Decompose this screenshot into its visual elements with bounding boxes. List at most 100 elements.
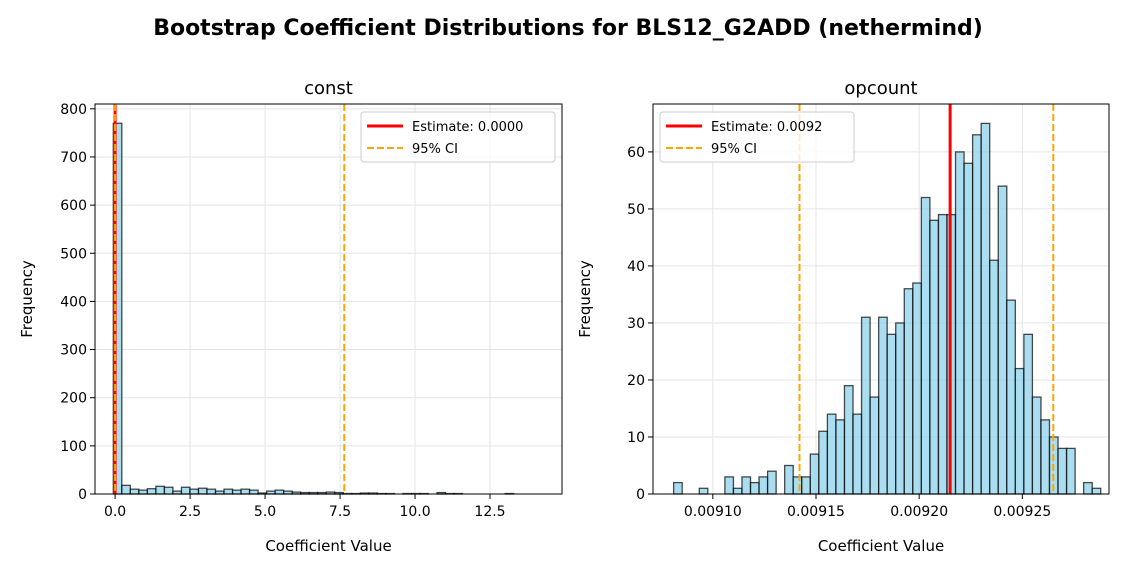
histogram-bar	[180, 486, 191, 495]
histogram-bar	[758, 476, 769, 495]
histogram-bar	[138, 489, 149, 495]
histogram-bar	[223, 488, 234, 495]
histogram-bar	[155, 485, 166, 495]
x-tick-label: 2.5	[179, 504, 201, 520]
histogram-bar	[1040, 419, 1051, 495]
legend-ci-label: 95% CI	[412, 142, 458, 157]
histogram-bar	[801, 476, 811, 495]
y-tick-label: 300	[60, 343, 87, 359]
histogram-bar	[903, 288, 914, 495]
x-axis-label: Coefficient Value	[265, 537, 391, 555]
x-tick-label: 0.00920	[890, 504, 948, 520]
histogram-bar	[818, 430, 829, 495]
axes-frame	[94, 103, 563, 495]
histogram-bar	[1023, 333, 1034, 495]
histogram-bar	[146, 488, 157, 495]
legend-box	[659, 111, 855, 163]
histogram-bar	[784, 464, 794, 495]
histogram-bar	[997, 185, 1008, 495]
y-tick-label: 800	[60, 102, 87, 118]
histogram-bar	[843, 385, 854, 495]
y-tick-label: 500	[60, 246, 87, 262]
figure-title: Bootstrap Coefficient Distributions for …	[153, 16, 983, 41]
subplot-title: opcount	[844, 78, 917, 99]
y-tick-label: 700	[60, 150, 87, 166]
y-tick-label: 40	[627, 259, 645, 275]
histogram-bar	[869, 396, 880, 495]
subplot-const: 0.0 2.5 5.0 7.5 10.0 12.5 0 100 200 300 400 500 600 7…	[18, 78, 563, 555]
legend-estimate-label: Estimate: 0.0092	[711, 120, 822, 135]
y-tick-label: 30	[627, 316, 645, 332]
y-tick-label: 600	[60, 198, 87, 214]
histogram-bar	[980, 122, 991, 495]
histogram-bar	[809, 453, 820, 495]
histogram-bar	[1006, 299, 1016, 495]
histogram-bar	[206, 488, 217, 495]
y-tick-label: 0	[78, 487, 87, 503]
histogram-bar	[240, 488, 251, 495]
y-tick-label: 60	[627, 145, 645, 161]
histogram-bar	[248, 489, 259, 495]
histogram-bar	[741, 476, 752, 495]
axes-frame	[652, 103, 1110, 495]
y-axis-label: Frequency	[576, 260, 594, 338]
x-tick-label: 7.5	[329, 504, 351, 520]
histogram-bar	[672, 481, 683, 495]
legend-estimate-label: Estimate: 0.0000	[412, 120, 523, 135]
histogram-bar	[1091, 487, 1102, 495]
x-tick-label: 0.0	[104, 504, 126, 520]
histogram-bar	[954, 151, 965, 495]
x-tick-label: 10.0	[399, 504, 430, 520]
histogram-bar	[912, 282, 923, 495]
histogram-bar	[1057, 447, 1068, 495]
histogram-bar	[835, 419, 846, 495]
y-tick-label: 200	[60, 391, 87, 407]
histogram-bar	[732, 487, 743, 495]
histogram-bar	[1014, 367, 1025, 495]
subplot-opcount: 0.00910 0.00915 0.00920 0.00925 0 10 20 30 40 50 6…	[576, 78, 1110, 555]
histogram-bar	[971, 134, 982, 495]
x-tick-label: 0.00915	[787, 504, 845, 520]
histogram-bar	[989, 259, 999, 495]
histogram-bar	[1031, 396, 1042, 495]
y-tick-label: 100	[60, 439, 87, 455]
histogram-bar	[189, 488, 200, 495]
subplot-title: const	[304, 78, 353, 99]
x-tick-label: 5.0	[254, 504, 276, 520]
histogram-bar	[877, 316, 888, 495]
y-tick-label: 20	[627, 373, 645, 389]
histogram-bar	[163, 486, 174, 495]
histogram-bar	[886, 333, 897, 495]
histogram-bar	[698, 487, 709, 495]
histogram-bar	[274, 489, 285, 495]
histogram-bar	[852, 413, 863, 495]
histogram-bar	[129, 488, 140, 495]
histogram-bar	[937, 213, 948, 495]
histogram-bar	[860, 316, 871, 495]
histogram-bar	[1065, 447, 1076, 495]
x-tick-label: 0.00925	[993, 504, 1051, 520]
x-tick-label: 12.5	[474, 504, 505, 520]
legend-ci-label: 95% CI	[711, 142, 757, 157]
y-tick-label: 400	[60, 294, 87, 310]
y-tick-label: 0	[636, 487, 645, 503]
y-axis-label: Frequency	[18, 260, 36, 338]
legend: Estimate: 0.0092 95% CI	[659, 111, 855, 163]
x-axis-label: Coefficient Value	[818, 537, 944, 555]
histogram-bar	[1083, 481, 1093, 495]
legend-box	[360, 111, 556, 163]
y-tick-label: 10	[627, 430, 645, 446]
histogram-bar	[826, 413, 837, 495]
histogram-bar	[749, 481, 760, 495]
histogram-bar	[963, 162, 974, 495]
histogram-bar	[766, 470, 777, 495]
histogram-bar	[231, 489, 242, 495]
legend: Estimate: 0.0000 95% CI	[360, 111, 556, 163]
histogram-bar	[724, 476, 735, 495]
x-tick-label: 0.00910	[684, 504, 742, 520]
histogram-bar	[920, 196, 931, 495]
histogram-bar	[197, 487, 208, 495]
y-tick-label: 50	[627, 202, 645, 218]
